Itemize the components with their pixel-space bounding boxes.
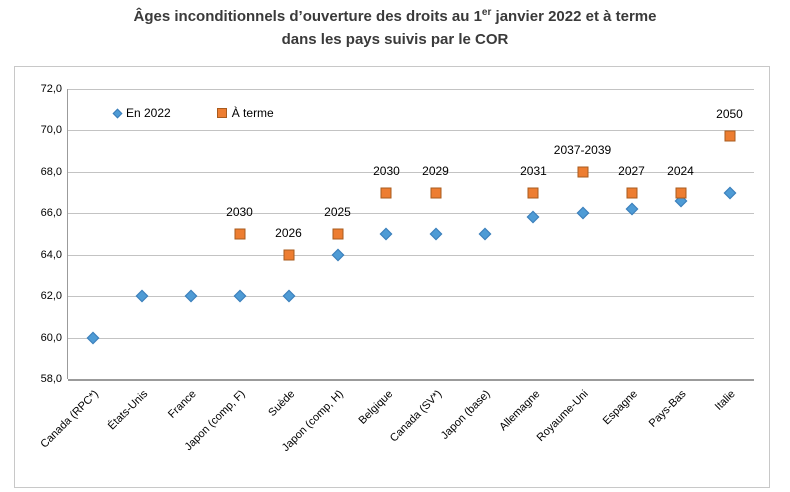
marker-en-2022 xyxy=(478,227,491,241)
x-tick-label: Espagne xyxy=(600,388,640,428)
x-tick-label: Pays-Bas xyxy=(647,388,689,430)
marker-a-terme xyxy=(577,166,588,178)
legend-label-a-terme: À terme xyxy=(231,106,274,120)
point-label: 2024 xyxy=(667,163,694,178)
chart-title-line1: Âges inconditionnels d’ouverture des dro… xyxy=(133,8,482,25)
chart-legend: En 2022 À terme xyxy=(112,105,274,121)
gridline-y-62 xyxy=(68,296,754,298)
plot-area: En 2022 À terme 72,0 70,0 68,0 66,0 64,0 62,0… xyxy=(38,83,754,454)
marker-en-2022 xyxy=(282,289,295,303)
point-label: 2026 xyxy=(275,225,302,240)
point-label: 2037-2039 xyxy=(553,142,612,157)
chart-title-superscript: er xyxy=(481,7,492,18)
legend-square-icon xyxy=(216,108,227,118)
marker-en-2022 xyxy=(429,227,442,241)
gridline-y-70 xyxy=(68,130,754,132)
gridline-y-68 xyxy=(68,171,754,173)
y-tick-label: 60,0 xyxy=(40,331,62,344)
marker-en-2022 xyxy=(331,248,344,262)
gridline-y-72 xyxy=(68,89,754,90)
x-tick-label: Japon (base) xyxy=(439,388,493,442)
marker-a-terme xyxy=(283,249,294,261)
marker-a-terme xyxy=(626,187,637,199)
x-tick-label: Canada (SV*) xyxy=(387,388,444,445)
point-label: 2030 xyxy=(373,163,400,178)
legend-item-a-terme: À terme xyxy=(216,106,274,120)
x-tick-label: États-Unis xyxy=(105,388,150,433)
legend-diamond-icon xyxy=(112,108,123,118)
x-tick-label: Suède xyxy=(266,388,297,419)
x-tick-label: Belgique xyxy=(356,388,395,427)
gridline-y-66 xyxy=(68,213,754,215)
marker-a-terme xyxy=(380,187,392,199)
chart-area: En 2022 À terme 72,0 70,0 68,0 66,0 64,0 62,0… xyxy=(14,66,770,488)
y-tick-label: 72,0 xyxy=(40,83,62,95)
marker-a-terme xyxy=(527,187,539,199)
legend-label-en-2022: En 2022 xyxy=(126,106,171,120)
y-tick-label: 70,0 xyxy=(40,124,62,137)
marker-a-terme xyxy=(234,228,245,240)
chart-title-line2: dans les pays suivis par le COR xyxy=(281,31,509,49)
x-tick-label: Royaume-Uni xyxy=(534,388,591,445)
marker-en-2022 xyxy=(576,206,589,220)
point-label: 2025 xyxy=(324,205,351,219)
gridline-y-60 xyxy=(68,337,754,339)
marker-a-terme xyxy=(724,130,735,142)
marker-en-2022 xyxy=(233,289,246,303)
marker-a-terme xyxy=(675,187,686,199)
y-tick-label: 58,0 xyxy=(40,373,62,385)
marker-en-2022 xyxy=(184,289,197,303)
marker-en-2022 xyxy=(380,227,393,241)
marker-en-2022 xyxy=(86,331,99,344)
x-tick-label: Canada (RPC*) xyxy=(38,388,101,451)
point-label: 2029 xyxy=(422,163,449,178)
chart-title: Âges inconditionnels d’ouverture des dro… xyxy=(0,5,790,52)
point-label: 2031 xyxy=(520,163,547,178)
marker-a-terme xyxy=(430,187,441,199)
marker-en-2022 xyxy=(723,186,736,199)
gridline-y-58 xyxy=(68,379,754,381)
marker-a-terme xyxy=(332,228,343,240)
y-tick-label: 64,0 xyxy=(40,248,62,261)
point-label: 2027 xyxy=(618,163,645,178)
point-label: 2030 xyxy=(226,205,253,219)
legend-item-en-2022: En 2022 xyxy=(112,106,171,120)
x-tick-label: France xyxy=(166,388,199,421)
marker-en-2022 xyxy=(135,289,148,303)
gridline-y-64 xyxy=(68,254,754,256)
point-label: 2050 xyxy=(716,106,743,121)
y-tick-label: 68,0 xyxy=(40,165,62,178)
y-tick-label: 66,0 xyxy=(40,207,62,220)
y-axis-line xyxy=(67,89,68,379)
y-tick-label: 62,0 xyxy=(40,290,62,303)
x-tick-label: Italie xyxy=(713,388,738,413)
x-tick-label: Allemagne xyxy=(496,388,542,434)
chart-title-line1-end: janvier 2022 et à terme xyxy=(491,8,657,25)
